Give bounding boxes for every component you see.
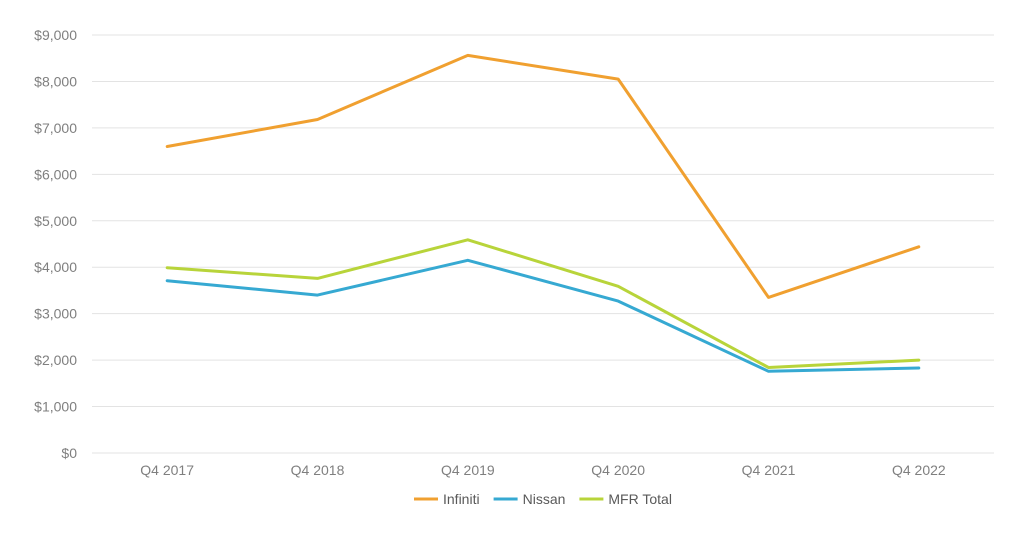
y-tick-label: $2,000 xyxy=(34,352,77,368)
series-line-nissan xyxy=(165,258,921,373)
series-line-mfr-total xyxy=(165,238,921,369)
y-tick-label: $5,000 xyxy=(34,213,77,229)
x-axis-tick-labels: Q4 2017 Q4 2018 Q4 2019 Q4 2020 Q4 2021 Q4 20… xyxy=(140,462,946,478)
y-axis-tick-labels: $0 $1,000 $2,000 $3,000 $4,000 $5,000 $6,000 $7… xyxy=(34,27,77,461)
y-tick-label: $6,000 xyxy=(34,166,77,182)
x-tick-label: Q4 2019 xyxy=(441,462,495,478)
x-tick-label: Q4 2018 xyxy=(291,462,345,478)
x-tick-label: Q4 2021 xyxy=(742,462,796,478)
legend-item: Nissan xyxy=(493,491,566,507)
x-tick-label: Q4 2017 xyxy=(140,462,194,478)
y-tick-label: $9,000 xyxy=(34,27,77,43)
y-tick-label: $8,000 xyxy=(34,73,77,89)
legend-item: Infiniti xyxy=(414,491,480,507)
legend: Infiniti Nissan MFR Total xyxy=(414,491,672,507)
y-tick-label: $3,000 xyxy=(34,306,77,322)
y-tick-label: $1,000 xyxy=(34,399,77,415)
legend-item: MFR Total xyxy=(579,491,672,507)
y-tick-label: $4,000 xyxy=(34,259,77,275)
series-lines xyxy=(165,53,921,373)
x-tick-label: Q4 2022 xyxy=(892,462,946,478)
legend-label: Nissan xyxy=(523,491,566,507)
legend-label: Infiniti xyxy=(443,491,480,507)
x-tick-label: Q4 2020 xyxy=(591,462,645,478)
y-tick-label: $0 xyxy=(61,445,77,461)
legend-label: MFR Total xyxy=(608,491,672,507)
series-line-infiniti xyxy=(165,53,921,299)
gridlines xyxy=(92,34,994,454)
y-tick-label: $7,000 xyxy=(34,120,77,136)
